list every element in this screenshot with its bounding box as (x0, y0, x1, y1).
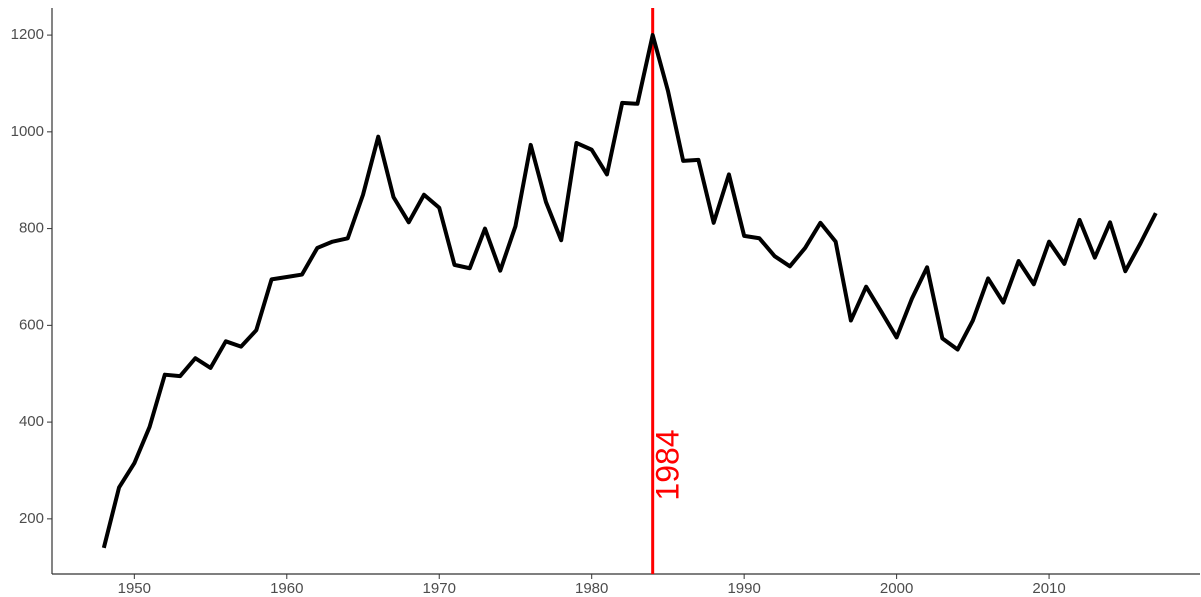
annotation-label: 1984 (650, 429, 686, 500)
y-tick-label: 1200 (11, 26, 44, 43)
y-tick-label: 600 (19, 316, 44, 333)
x-tick-label: 1950 (118, 580, 151, 597)
x-tick-label: 1980 (575, 580, 608, 597)
y-tick-label: 1000 (11, 123, 44, 140)
x-tick-label: 1990 (727, 580, 760, 597)
data-line (101, 33, 1158, 549)
y-tick-label: 800 (19, 220, 44, 237)
y-tick-label: 200 (19, 510, 44, 527)
x-tick-label: 2010 (1032, 580, 1065, 597)
y-tick-label: 400 (19, 413, 44, 430)
x-tick-label: 1960 (270, 580, 303, 597)
x-tick-label: 1970 (423, 580, 456, 597)
x-tick-label: 2000 (880, 580, 913, 597)
